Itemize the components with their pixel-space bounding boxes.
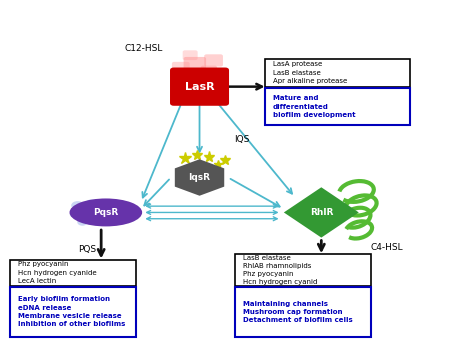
FancyBboxPatch shape [235,286,371,337]
FancyBboxPatch shape [10,286,137,337]
Text: PQS: PQS [78,245,96,253]
Text: LasB elastase
RhlAB rhamnolipids
Phz pyocyanin
Hcn hydrogen cyanid: LasB elastase RhlAB rhamnolipids Phz pyo… [243,255,317,285]
Text: LasR: LasR [185,82,214,92]
FancyBboxPatch shape [201,66,217,76]
FancyBboxPatch shape [182,50,198,60]
Ellipse shape [71,201,84,210]
Text: Mature and
differentiated
biofilm development: Mature and differentiated biofilm develo… [273,95,356,118]
Polygon shape [284,187,359,237]
Text: C4-HSL: C4-HSL [371,243,403,252]
Text: C12-HSL: C12-HSL [124,44,163,53]
Text: IQS: IQS [234,135,249,143]
FancyBboxPatch shape [172,62,190,73]
Ellipse shape [98,205,109,213]
Polygon shape [175,159,224,196]
FancyBboxPatch shape [10,260,137,286]
Text: IqsR: IqsR [189,173,210,182]
Ellipse shape [70,211,81,218]
Text: Maintaining channels
Mushroom cap formation
Detachment of biofilm cells: Maintaining channels Mushroom cap format… [243,301,352,323]
FancyBboxPatch shape [183,57,206,71]
Text: Early biofilm formation
eDNA release
Membrane vesicle release
Inhibition of othe: Early biofilm formation eDNA release Mem… [18,296,125,327]
Ellipse shape [70,198,142,226]
Ellipse shape [77,219,88,226]
Text: PqsR: PqsR [93,208,118,217]
Text: Phz pyocyanin
Hcn hydrogen cyanide
LecA lectin: Phz pyocyanin Hcn hydrogen cyanide LecA … [18,262,96,284]
Ellipse shape [85,200,98,208]
Text: RhlR: RhlR [310,208,333,217]
FancyBboxPatch shape [265,88,410,125]
FancyBboxPatch shape [265,59,410,87]
FancyBboxPatch shape [170,67,229,106]
Ellipse shape [84,211,95,218]
Text: LasA protease
LasB elastase
Apr alkaline protease: LasA protease LasB elastase Apr alkaline… [273,61,347,84]
FancyBboxPatch shape [204,54,223,66]
FancyBboxPatch shape [235,255,371,286]
